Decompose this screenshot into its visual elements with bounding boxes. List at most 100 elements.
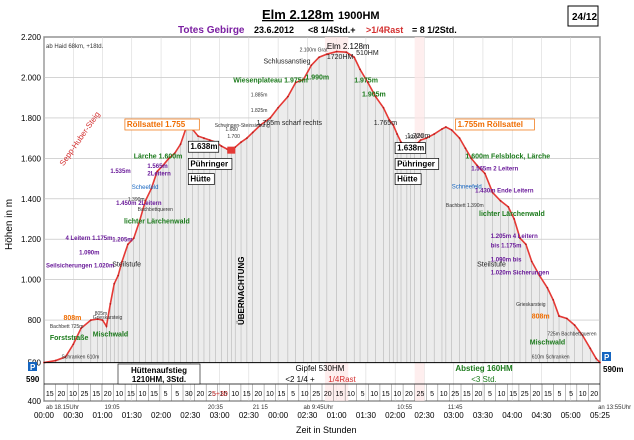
profile-point [589,347,592,350]
annotation-label: 1.700 [411,134,424,140]
annotation-label-box [394,173,422,185]
profile-point [310,64,313,67]
band-segment-minutes: 10 [301,391,309,398]
time-stamp: 19:05 [105,405,121,411]
annotation-label: 1.535m [110,169,130,175]
profile-point [286,95,289,98]
profile-point [117,274,120,277]
time-stamp: an 13:55Uhr [598,405,631,411]
band-segment-minutes: 15 [382,391,390,398]
band-segment-minutes: 20 [324,391,332,398]
y-tick-label: 400 [28,397,42,406]
profile-point [96,318,99,320]
profile-fill [44,51,600,363]
annotation-label-box [394,142,426,154]
x-axis-title: Zeit in Stunden [296,425,357,435]
profile-point [240,141,242,144]
hut-marker [227,146,236,154]
annotation-label: 2.100m Grat [300,48,328,54]
right-band-title: Abstieg 160HM [455,364,513,373]
profile-point [396,133,399,135]
annotation-label: 1.638m [397,144,424,153]
parking-icon-left [28,362,37,371]
annotation-label-box [124,118,200,131]
x-tick-label: 04:30 [531,411,552,420]
annotation-label: 1.720m [407,133,431,140]
annotation-labels: 808m Grieskarsteig805mForststraßeMischwal… [46,42,597,360]
profile-point [80,327,82,330]
profile-point [105,325,108,328]
annotation-label: 1.390m [128,197,145,203]
band-segment-minutes: 15 [509,391,517,398]
region-title: Totes Gebirge [178,25,245,36]
y-tick-label: 800 [28,316,42,325]
time-stamp: 20:35 [208,405,224,411]
profile-point [251,131,254,134]
profile-point [277,106,280,109]
band-segment-minutes: 10 [579,391,587,398]
y-tick-label: 1.000 [21,276,42,285]
annotation-label: 1.690 [405,135,418,141]
x-tick-label: 04:00 [502,411,523,420]
profile-point [552,298,555,301]
main-title: Elm 2.128m [262,7,334,22]
band-segment-minutes: 15 [220,391,228,398]
annotation-label: 1.825m [251,108,268,114]
profile-point [388,119,391,121]
annotation-label: 1.680 [225,127,238,133]
profile-point [113,282,116,285]
x-tick-label: 03:30 [473,411,494,420]
mid-band-sub-rest: 1/4Rast [328,375,356,384]
annotation-label: 1.700 [227,134,240,140]
annotation-label: Seilsicherungen 1.020m [46,264,114,270]
profile-point [353,56,356,59]
band-segment-minutes: 10 [266,391,274,398]
x-tick-label: 02:30 [414,411,435,420]
x-tick-label: 00:00 [34,411,55,420]
annotation-label: Bachbettqueren [138,207,174,213]
x-tick-label: 02:00 [151,411,172,420]
band-segment-minutes: 20 [104,391,112,398]
annotation-label: bis 1.175m [491,243,522,249]
time-stamp: 11:45 [448,405,463,411]
annotation-label: Wiesenplateau 1.975m [233,78,308,85]
mid-band-title: Gipfel 530HM [296,364,345,373]
annotation-label: 1.755m Röllsattel [458,120,523,129]
y-tick-label: 1.200 [21,235,42,244]
annotation-label: Elm 2.128m [327,42,370,51]
profile-point [150,187,153,190]
profile-point [524,243,527,246]
annotation-label: Mischwald [530,339,565,346]
profile-point [220,145,223,148]
profile-point [441,128,443,130]
profile-point [491,191,494,194]
profile-point [450,129,453,131]
annotation-label: Steilstufe [112,262,141,269]
annotation-label: Schwingen-Steinsiebung [215,123,270,129]
annotation-label: 805m [95,311,108,317]
profile-point [573,324,576,327]
annotation-label: 1.638m [190,142,217,151]
x-tick-label: 01:30 [122,411,143,420]
profile-point [419,139,422,142]
profile-point [476,164,478,167]
mid-band-sub-prefix: <2 1/4 + [285,375,315,384]
annotation-label: lichter Lärchenwald [479,211,545,218]
annotation-label: Schneefeld [452,185,482,191]
band-segment-minutes: 10 [498,391,506,398]
profile-point [483,172,486,175]
x-tick-label: 05:25 [590,411,611,420]
profile-point [302,78,305,81]
x-tick-label: 00:00 [268,411,289,420]
band-segment-minutes: 10 [69,391,77,398]
annotation-label: 1.565m [147,164,167,170]
band-segment-minutes: 15 [127,391,135,398]
time-note-rest: >1/4Rast [366,25,403,35]
time-note-prefix: <8 1/4Std.+ [308,25,356,35]
band-segment-minutes: 5 [361,391,365,398]
annotation-label: 1.765m scharf rechts [257,120,323,127]
band-segment-minutes: 15 [46,391,54,398]
profile-point [558,315,560,317]
band-segment-minutes: 15 [92,391,100,398]
right-band-sub: <3 Std. [471,375,497,384]
